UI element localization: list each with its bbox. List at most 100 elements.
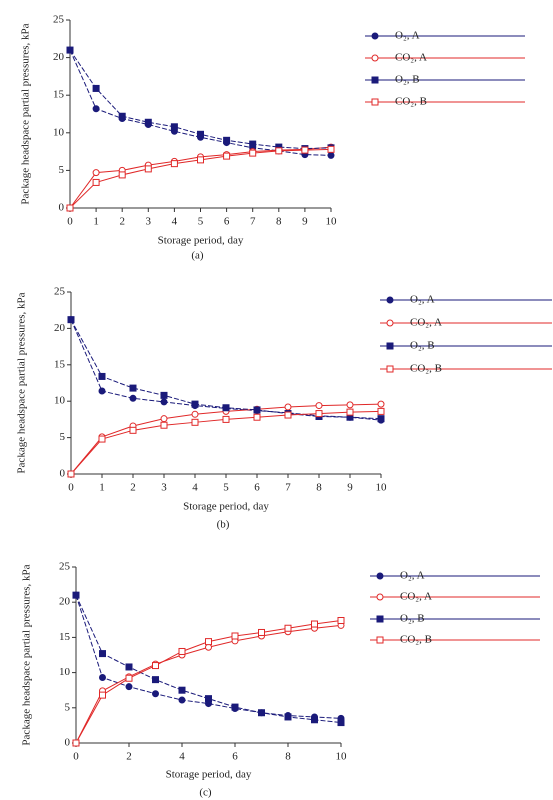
y-axis-label: Package headspace partial pressures, kPa: [16, 292, 28, 473]
legend-label: CO₂, A: [410, 317, 442, 329]
marker: [231, 703, 239, 711]
marker: [98, 387, 106, 395]
marker: [98, 372, 106, 380]
x-tick-label: 4: [179, 751, 185, 763]
marker: [284, 713, 292, 721]
marker: [129, 394, 137, 402]
x-tick-label: 6: [232, 751, 238, 763]
legend-marker: [376, 572, 384, 580]
marker: [377, 415, 385, 423]
marker: [152, 676, 159, 684]
legend-label: O₂, A: [395, 30, 420, 42]
x-tick-label: 6: [254, 482, 260, 494]
x-tick-label: 2: [126, 751, 132, 763]
x-tick-label: 4: [192, 482, 198, 494]
marker: [98, 435, 106, 443]
marker: [67, 316, 75, 324]
marker: [327, 145, 335, 153]
y-tick-label: 15: [59, 631, 71, 643]
marker: [258, 709, 265, 717]
legend-marker: [371, 98, 379, 106]
y-tick-label: 20: [59, 596, 71, 608]
marker: [170, 160, 178, 168]
marker: [144, 118, 152, 126]
series-line: [70, 319, 382, 420]
y-axis-label: Package headspace partial pressures, kPa: [21, 564, 33, 745]
x-tick-label: 0: [73, 751, 79, 763]
marker: [191, 418, 199, 426]
marker: [284, 411, 292, 419]
y-tick-label: 5: [60, 431, 66, 443]
x-tick-label: 5: [223, 482, 229, 494]
x-tick-label: 1: [99, 482, 105, 494]
marker: [129, 384, 137, 392]
marker: [160, 421, 168, 429]
marker: [118, 112, 126, 120]
marker: [66, 204, 74, 212]
legend-label: O₂, B: [395, 74, 420, 86]
marker: [205, 643, 212, 651]
x-tick-label: 8: [285, 751, 291, 763]
legend-marker: [376, 636, 384, 644]
legend-label: CO₂, A: [395, 52, 427, 64]
marker: [346, 408, 354, 416]
y-tick-label: 20: [53, 51, 65, 63]
y-tick-label: 15: [54, 358, 66, 370]
marker: [315, 402, 323, 410]
marker: [284, 403, 292, 411]
marker: [92, 84, 100, 92]
marker: [205, 695, 212, 703]
y-tick-label: 0: [60, 468, 66, 480]
marker: [231, 632, 239, 640]
marker: [377, 407, 385, 415]
legend-label: CO₂, B: [400, 634, 432, 646]
marker: [205, 638, 212, 646]
x-tick-label: 2: [119, 216, 125, 228]
legend-label: O₂, A: [410, 294, 435, 306]
marker: [191, 410, 199, 418]
legend-marker: [386, 296, 394, 304]
legend-label: CO₂, B: [410, 363, 442, 375]
x-axis-label: Storage period, day: [183, 501, 269, 513]
legend-marker: [371, 54, 379, 62]
x-tick-label: 0: [67, 216, 73, 228]
marker: [337, 719, 345, 727]
marker: [178, 696, 186, 704]
marker: [125, 674, 133, 682]
legend-label: O₂, A: [400, 570, 425, 582]
x-tick-label: 0: [68, 482, 74, 494]
legend-label: O₂, B: [400, 613, 425, 625]
x-tick-label: 1: [93, 216, 99, 228]
marker: [275, 147, 283, 155]
y-tick-label: 20: [54, 322, 66, 334]
marker: [253, 406, 261, 414]
marker: [170, 123, 178, 131]
y-tick-label: 15: [53, 89, 65, 101]
x-tick-label: 3: [161, 482, 167, 494]
marker: [178, 686, 186, 694]
x-tick-label: 7: [285, 482, 291, 494]
marker: [125, 683, 133, 691]
y-tick-label: 25: [59, 561, 71, 573]
y-axis-label: Package headspace partial pressures, kPa: [20, 23, 32, 204]
x-tick-label: 9: [302, 216, 308, 228]
x-tick-label: 5: [198, 216, 204, 228]
y-tick-label: 5: [65, 701, 71, 713]
x-axis-label: Storage period, day: [158, 235, 244, 247]
x-tick-label: 10: [336, 751, 348, 763]
x-tick-label: 10: [326, 216, 338, 228]
legend-marker: [386, 319, 394, 327]
marker: [223, 152, 231, 160]
marker: [66, 46, 74, 54]
marker: [92, 105, 100, 113]
marker: [311, 716, 318, 724]
x-tick-label: 8: [276, 216, 282, 228]
marker: [284, 624, 292, 632]
x-tick-label: 7: [250, 216, 256, 228]
marker: [337, 617, 345, 625]
marker: [191, 400, 199, 408]
marker: [152, 662, 159, 670]
legend-marker: [386, 342, 394, 350]
marker: [178, 647, 186, 655]
